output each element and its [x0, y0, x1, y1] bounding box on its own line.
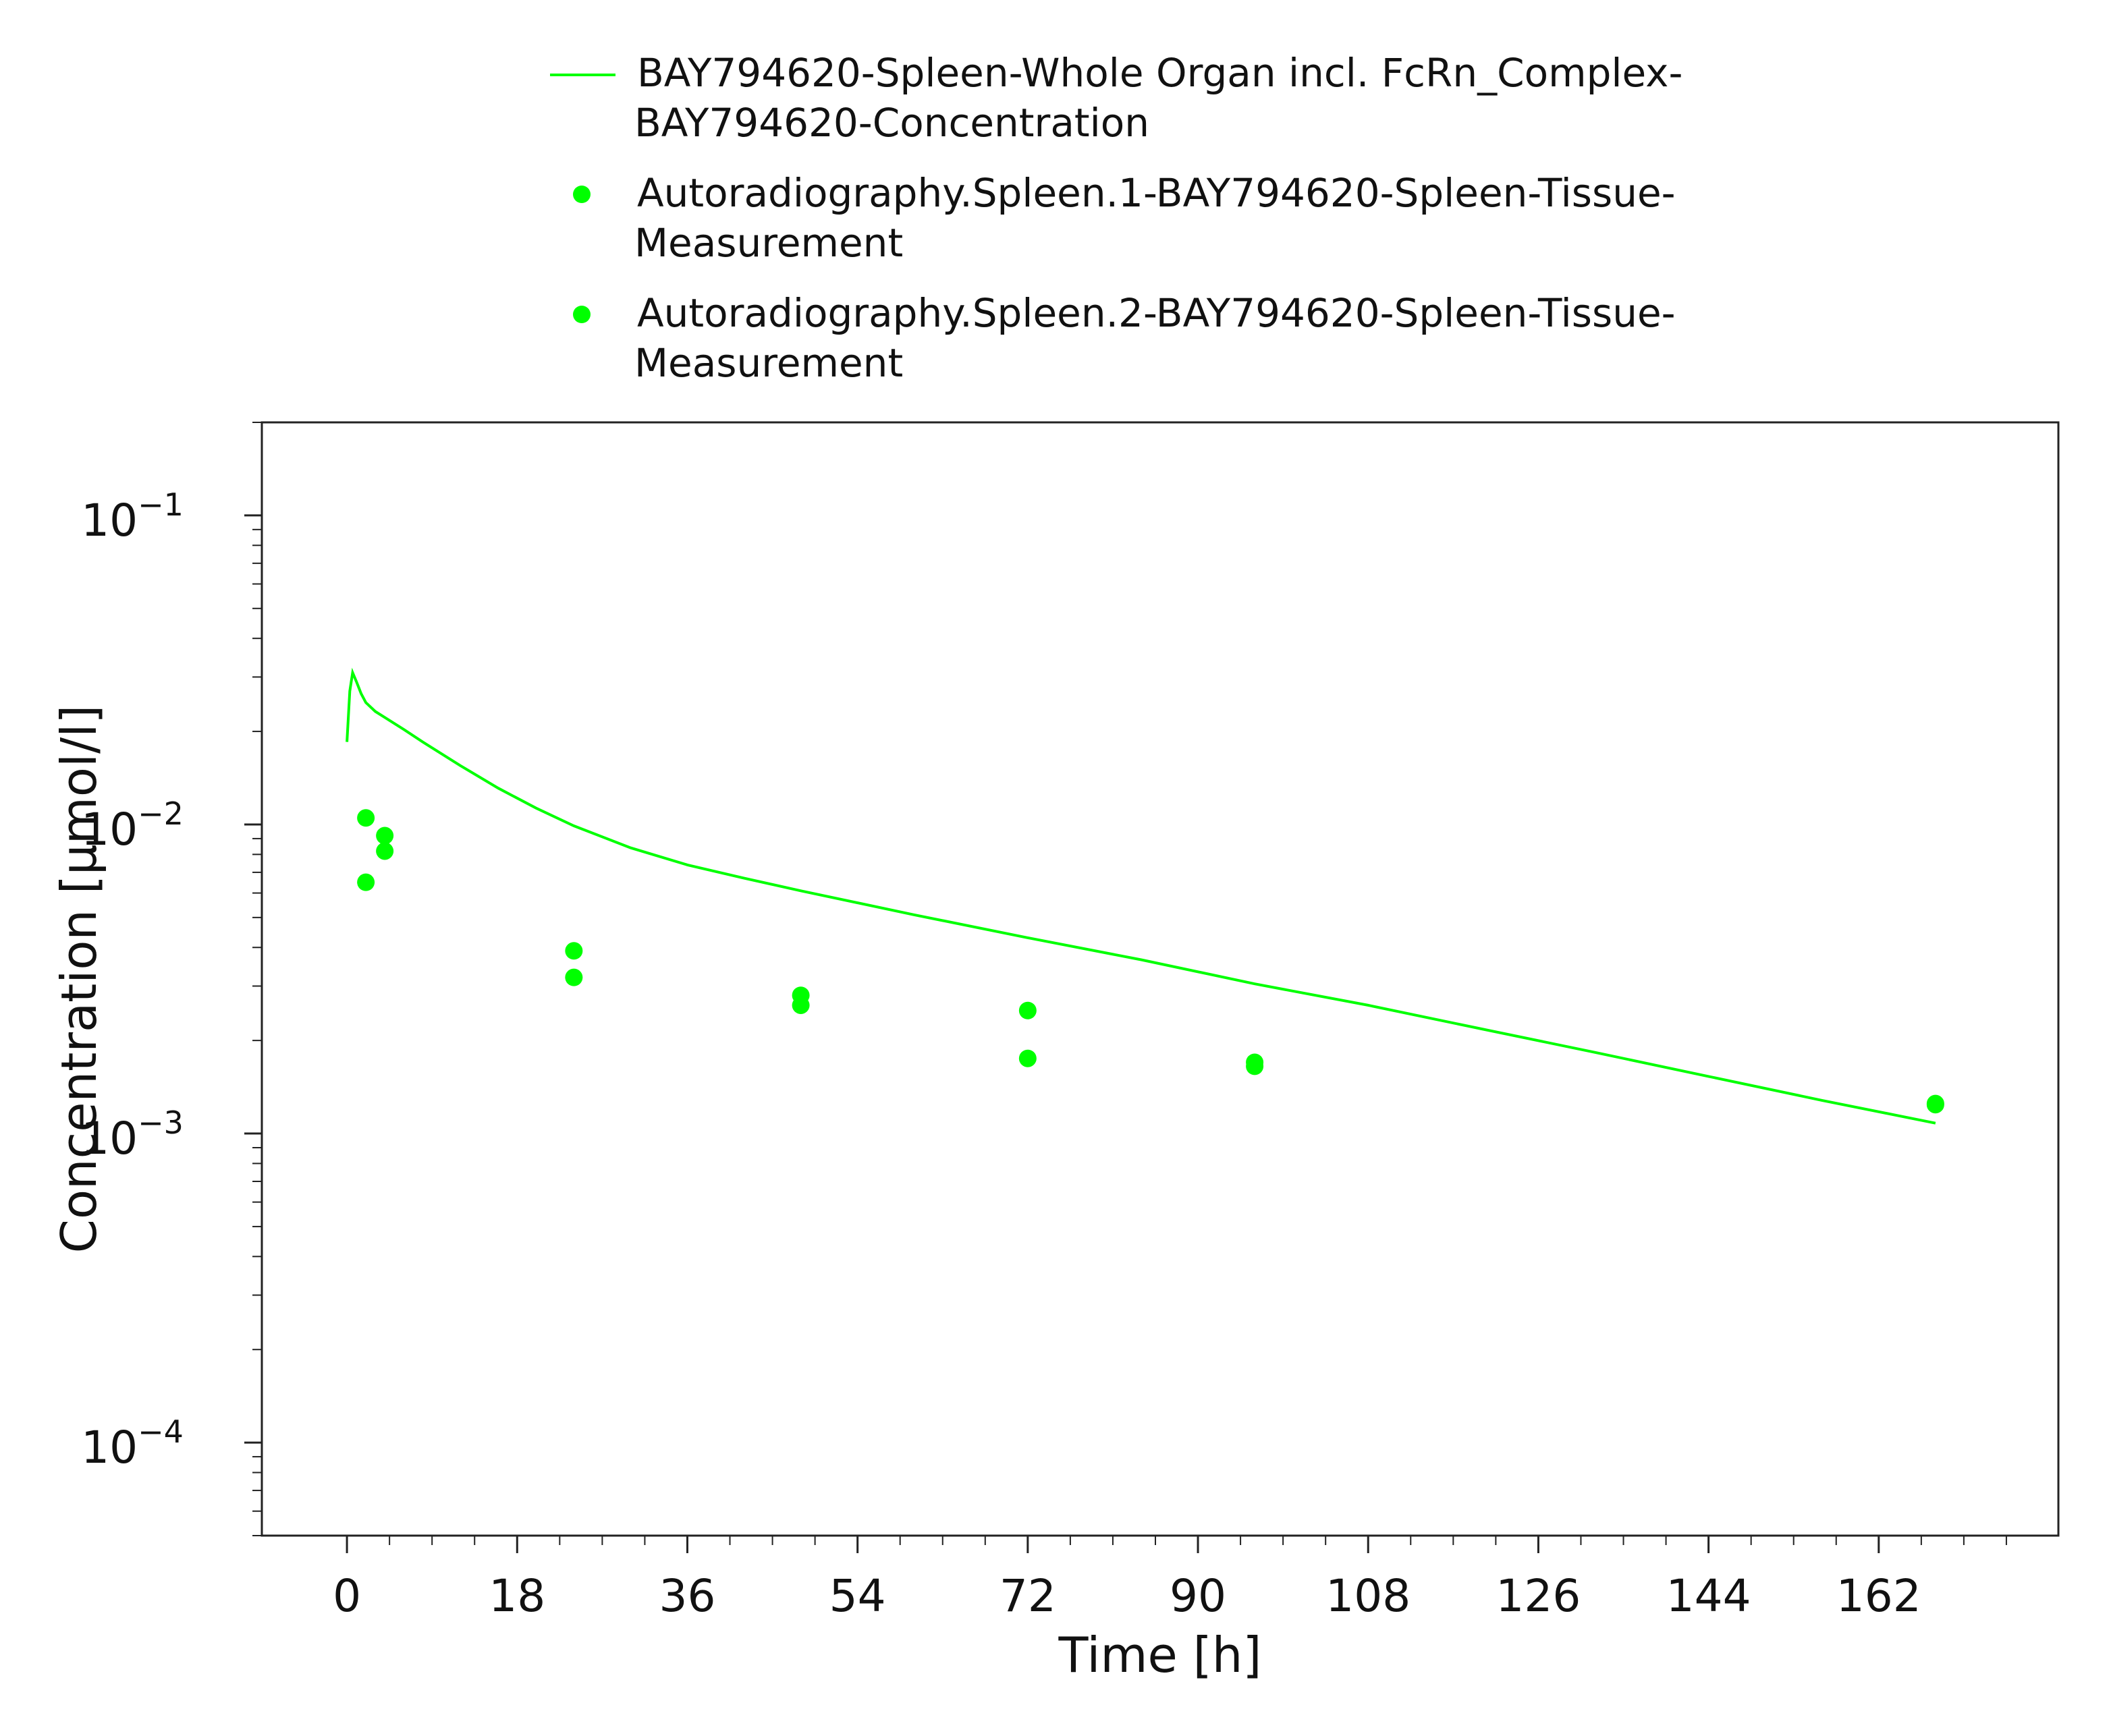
x-tick-label: 90 — [1170, 1570, 1226, 1622]
data-point-series-2 — [1246, 1057, 1264, 1075]
data-point-series-1 — [357, 809, 375, 827]
x-tick-label: 144 — [1666, 1570, 1751, 1622]
y-tick-mantissa: 10 — [81, 1113, 138, 1165]
x-tick-label: 126 — [1496, 1570, 1581, 1622]
legend-entry-label: Autoradiography.Spleen.2-BAY794620-Splee… — [637, 290, 1676, 336]
data-point-series-2 — [1926, 1096, 1944, 1114]
x-tick-label: 162 — [1836, 1570, 1921, 1622]
series-line-0 — [346, 667, 1936, 1125]
legend: BAY794620-Spleen-Whole Organ incl. FcRn_… — [550, 50, 1682, 386]
y-tick-exponent: −4 — [138, 1413, 184, 1450]
data-point-series-2 — [565, 968, 583, 986]
plot-area-frame — [261, 421, 2060, 1537]
legend-entry-label: BAY794620-Concentration — [634, 100, 1149, 146]
x-axis-label: Time [h] — [1058, 1627, 1262, 1683]
y-tick-mantissa: 10 — [81, 495, 138, 547]
data-point-series-2 — [376, 842, 394, 860]
data-point-series-1 — [376, 827, 394, 845]
data-point-series-2 — [1018, 1049, 1037, 1067]
y-tick-exponent: −1 — [138, 486, 184, 523]
y-tick-label: 10−3 — [81, 1104, 184, 1165]
legend-entry-label: BAY794620-Spleen-Whole Organ incl. FcRn_… — [637, 50, 1682, 96]
y-tick-mantissa: 10 — [81, 804, 138, 856]
x-tick-label: 0 — [333, 1570, 361, 1622]
x-tick-label: 72 — [999, 1570, 1056, 1622]
y-tick-label: 10−2 — [81, 795, 184, 856]
x-tick-label: 36 — [659, 1570, 715, 1622]
data-point-series-1 — [1018, 1001, 1037, 1019]
legend-marker-swatch — [573, 186, 591, 203]
x-tick-label: 54 — [829, 1570, 886, 1622]
series-layer — [346, 667, 1944, 1125]
legend-entry-label: Measurement — [634, 340, 903, 386]
x-axis: 0 18 36 54 72 90 108 126 144 162 — [333, 1536, 2007, 1622]
x-tick-label: 18 — [489, 1570, 545, 1622]
y-tick-exponent: −2 — [138, 795, 184, 832]
y-tick-mantissa: 10 — [81, 1422, 138, 1474]
x-tick-label: 108 — [1325, 1570, 1410, 1622]
y-tick-exponent: −3 — [138, 1104, 184, 1141]
y-axis: 10−110−210−310−4 — [81, 422, 262, 1536]
y-axis-label: Concentration [µmol/l] — [51, 705, 107, 1254]
y-tick-label: 10−1 — [81, 486, 184, 547]
legend-entry-label: Measurement — [634, 220, 903, 266]
y-tick-label: 10−4 — [81, 1413, 184, 1474]
data-point-series-2 — [357, 873, 375, 891]
data-point-series-1 — [565, 942, 583, 960]
legend-marker-swatch — [573, 306, 591, 323]
legend-entry-label: Autoradiography.Spleen.1-BAY794620-Splee… — [637, 170, 1676, 216]
data-point-series-2 — [792, 996, 810, 1014]
